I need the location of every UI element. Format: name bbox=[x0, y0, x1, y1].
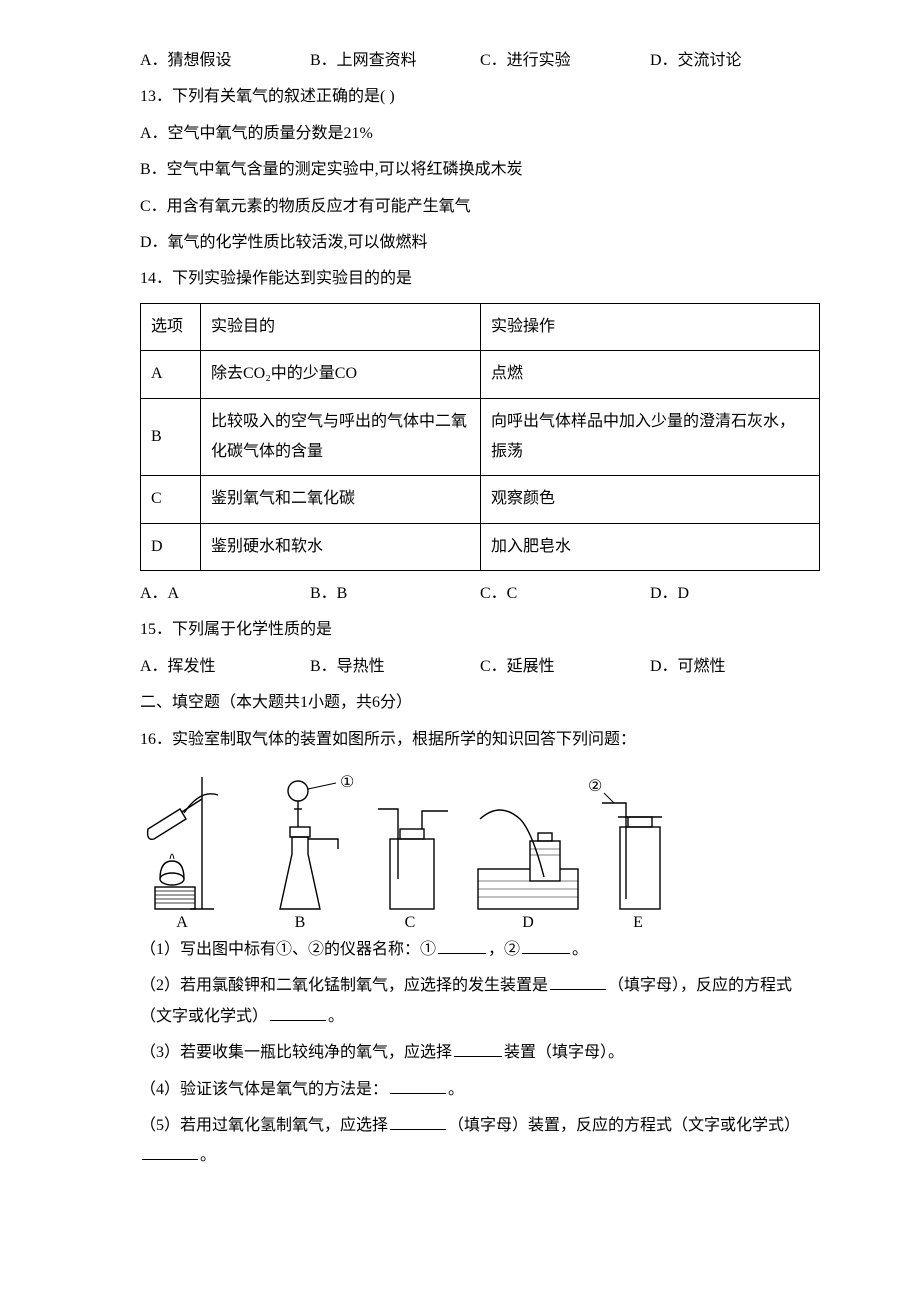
blank[interactable] bbox=[142, 1144, 198, 1160]
q14-opt-d: D．D bbox=[650, 579, 689, 609]
q14-r1-c1: B bbox=[141, 398, 201, 476]
q14-table: 选项 实验目的 实验操作 A 除去CO₂中的少量CO 点燃 B 比较吸入的空气与… bbox=[140, 303, 820, 571]
q14-r0-c1: A bbox=[141, 351, 201, 398]
blank[interactable] bbox=[522, 938, 570, 954]
q14-r2-c2: 鉴别氧气和二氧化碳 bbox=[201, 476, 481, 523]
q16-stem: 16．实验室制取气体的装置如图所示，根据所学的知识回答下列问题： bbox=[140, 725, 820, 755]
label-c: C bbox=[405, 914, 416, 929]
q16-p5-b: （填字母）装置，反应的方程式（文字或化学式） bbox=[448, 1117, 800, 1134]
q14-r1-c2: 比较吸入的空气与呼出的气体中二氧化碳气体的含量 bbox=[201, 398, 481, 476]
q14-th-2: 实验目的 bbox=[201, 303, 481, 350]
q14-r3-c1: D bbox=[141, 523, 201, 570]
q15-opt-b: B．导热性 bbox=[310, 652, 480, 682]
q14-th-3: 实验操作 bbox=[481, 303, 820, 350]
q14-r1-c3: 向呼出气体样品中加入少量的澄清石灰水，振荡 bbox=[481, 398, 820, 476]
table-row: A 除去CO₂中的少量CO 点燃 bbox=[141, 351, 820, 398]
q15-options: A．挥发性 B．导热性 C．延展性 D．可燃性 bbox=[140, 652, 820, 682]
callout-1: ① bbox=[340, 774, 354, 791]
apparatus-labels: A B C D E bbox=[176, 914, 643, 929]
q15-opt-c: C．延展性 bbox=[480, 652, 650, 682]
q16-p4-a: （4）验证该气体是氧气的方法是： bbox=[140, 1081, 388, 1098]
table-row: C 鉴别氧气和二氧化碳 观察颜色 bbox=[141, 476, 820, 523]
q14-opt-a: A．A bbox=[140, 579, 310, 609]
q16-part2: （2）若用氯酸钾和二氧化锰制氧气，应选择的发生装置是（填字母），反应的方程式（文… bbox=[140, 971, 820, 1032]
callout-2: ② bbox=[588, 778, 602, 795]
label-d: D bbox=[522, 914, 534, 929]
q16-p1-a: （1）写出图中标有①、②的仪器名称：① bbox=[140, 941, 436, 958]
q14-r2-c1: C bbox=[141, 476, 201, 523]
q14-opt-b: B．B bbox=[310, 579, 480, 609]
q16-part5: （5）若用过氧化氢制氧气，应选择 （填字母）装置，反应的方程式（文字或化学式） 。 bbox=[140, 1111, 820, 1172]
q16-p5-c: 。 bbox=[200, 1147, 216, 1164]
q14-r2-c3: 观察颜色 bbox=[481, 476, 820, 523]
q14-r3-c3: 加入肥皂水 bbox=[481, 523, 820, 570]
q13-stem: 13．下列有关氧气的叙述正确的是( ) bbox=[140, 82, 820, 112]
section-2-heading: 二、填空题（本大题共1小题，共6分） bbox=[140, 688, 820, 718]
table-row: B 比较吸入的空气与呼出的气体中二氧化碳气体的含量 向呼出气体样品中加入少量的澄… bbox=[141, 398, 820, 476]
blank[interactable] bbox=[270, 1005, 326, 1021]
q16-p1-c: 。 bbox=[572, 941, 588, 958]
q14-r0-c2: 除去CO₂中的少量CO bbox=[201, 351, 481, 398]
label-b: B bbox=[295, 914, 306, 929]
q16-p2-c: 。 bbox=[328, 1008, 344, 1025]
q16-p1-b: ，② bbox=[488, 941, 520, 958]
apparatus-e-icon: ② bbox=[588, 778, 662, 909]
q16-p2-a: （2）若用氯酸钾和二氧化锰制氧气，应选择的发生装置是 bbox=[140, 977, 548, 994]
q16-diagram: ① ② A B C D bbox=[140, 769, 820, 929]
apparatus-svg: ① ② A B C D bbox=[140, 769, 680, 929]
apparatus-c-icon bbox=[378, 809, 448, 909]
blank[interactable] bbox=[550, 974, 606, 990]
q14-options: A．A B．B C．C D．D bbox=[140, 579, 820, 609]
q16-part3: （3）若要收集一瓶比较纯净的氧气，应选择 装置（填字母）。 bbox=[140, 1038, 820, 1068]
label-e: E bbox=[633, 914, 643, 929]
q14-th-1: 选项 bbox=[141, 303, 201, 350]
q15-opt-d: D．可燃性 bbox=[650, 652, 726, 682]
table-row: D 鉴别硬水和软水 加入肥皂水 bbox=[141, 523, 820, 570]
q16-p5-a: （5）若用过氧化氢制氧气，应选择 bbox=[140, 1117, 388, 1134]
q16-p3-b: 装置（填字母）。 bbox=[504, 1044, 624, 1061]
blank[interactable] bbox=[454, 1041, 502, 1057]
q16-part4: （4）验证该气体是氧气的方法是： 。 bbox=[140, 1075, 820, 1105]
q12-opt-a: A．猜想假设 bbox=[140, 46, 310, 76]
q13-opt-b: B．空气中氧气含量的测定实验中,可以将红磷换成木炭 bbox=[140, 155, 820, 185]
q16-p3-a: （3）若要收集一瓶比较纯净的氧气，应选择 bbox=[140, 1044, 452, 1061]
q12-opt-b: B．上网查资料 bbox=[310, 46, 480, 76]
q16-p4-b: 。 bbox=[448, 1081, 464, 1098]
apparatus-b-icon: ① bbox=[280, 774, 354, 909]
blank[interactable] bbox=[390, 1078, 446, 1094]
q12-opt-d: D．交流讨论 bbox=[650, 46, 742, 76]
q13-opt-a: A．空气中氧气的质量分数是21% bbox=[140, 119, 820, 149]
q14-r0-c3: 点燃 bbox=[481, 351, 820, 398]
blank[interactable] bbox=[390, 1114, 446, 1130]
q12-opt-c: C．进行实验 bbox=[480, 46, 650, 76]
q15-opt-a: A．挥发性 bbox=[140, 652, 310, 682]
apparatus-a-icon bbox=[148, 777, 218, 909]
q14-r3-c2: 鉴别硬水和软水 bbox=[201, 523, 481, 570]
q14-stem: 14．下列实验操作能达到实验目的的是 bbox=[140, 264, 820, 294]
q14-opt-c: C．C bbox=[480, 579, 650, 609]
q15-stem: 15．下列属于化学性质的是 bbox=[140, 615, 820, 645]
label-a: A bbox=[176, 914, 188, 929]
q13-opt-c: C．用含有氧元素的物质反应才有可能产生氧气 bbox=[140, 192, 820, 222]
apparatus-d-icon bbox=[478, 810, 578, 909]
q13-opt-d: D．氧气的化学性质比较活泼,可以做燃料 bbox=[140, 228, 820, 258]
blank[interactable] bbox=[438, 938, 486, 954]
q16-part1: （1）写出图中标有①、②的仪器名称：① ，② 。 bbox=[140, 935, 820, 965]
q12-options: A．猜想假设 B．上网查资料 C．进行实验 D．交流讨论 bbox=[140, 46, 820, 76]
